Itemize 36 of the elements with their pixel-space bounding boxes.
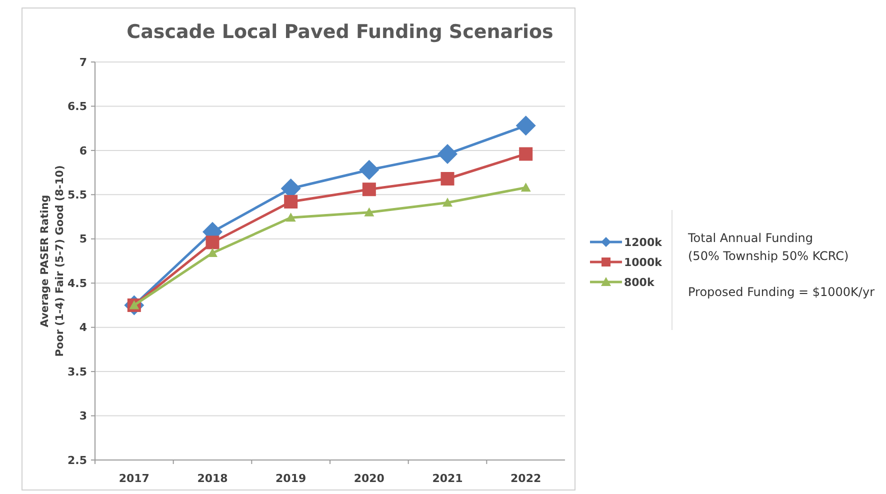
y-tick-label: 4 [79,321,88,334]
y-tick-label: 3 [79,410,87,423]
point [359,160,380,180]
y-tick-label: 5.5 [68,188,87,202]
point [516,116,536,136]
point [442,198,452,207]
point [206,236,220,250]
point [364,207,374,216]
text: Total Annual Funding (50% Township 50% KCRC) [687,231,849,263]
y-tick-label: 2.5 [68,454,87,467]
x-tick-label: 2018 [197,472,228,485]
y-tick-label: 6 [79,144,88,158]
point [440,172,454,186]
y-tick-label: 5 [79,232,87,246]
y-axis-title: Average PASER Rating Poor (1-4) Fair (5-7) Good (8-10) [39,165,66,357]
x-tick-label: 2019 [276,472,306,485]
point [519,147,533,161]
y-tick-label: 3.5 [68,365,87,378]
point [438,144,458,164]
y-tick-label: 6.5 [68,100,87,114]
point [286,212,296,222]
x-tick-label: 2017 [118,472,150,485]
x-tick-label: 2022 [510,472,542,485]
point [208,248,218,258]
legend-label: 1000k [624,256,663,269]
point [284,194,298,208]
y-tick-label: 4.5 [68,276,87,290]
y-tick-label: 7 [79,56,87,69]
chart-title: Cascade Local Paved Funding Scenarios [126,21,554,43]
point [362,182,376,196]
legend-label: 1200k [624,236,663,249]
legend-label: 800k [624,276,655,289]
x-tick-label: 2021 [432,472,463,485]
x-tick-label: 2020 [354,472,385,485]
text: Proposed Funding = $1000K/yr [688,285,875,299]
point [520,182,531,192]
